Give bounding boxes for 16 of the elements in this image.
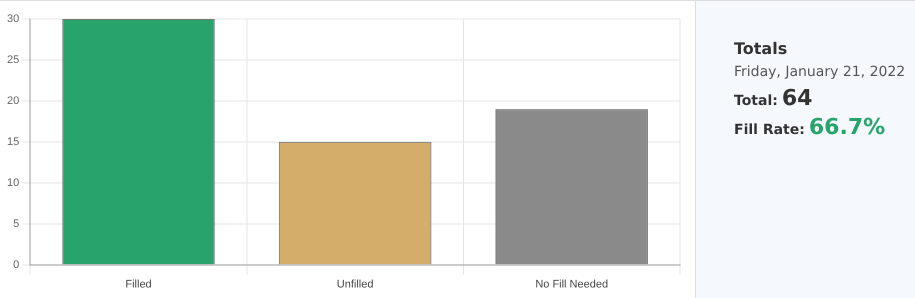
- y-tick-label: 0: [13, 258, 20, 271]
- x-tick-label: No Fill Needed: [535, 278, 608, 290]
- text: Totals: [734, 39, 788, 58]
- y-tick-label: 15: [6, 136, 20, 148]
- text: Friday, January 21, 2022: [734, 64, 906, 80]
- text: 64: [782, 86, 812, 111]
- y-tick-label: 5: [13, 218, 20, 230]
- text: 66.7%: [808, 115, 886, 140]
- x-tick-label: Filled: [125, 278, 152, 290]
- text: Total:: [734, 93, 778, 109]
- y-tick-label: 10: [6, 176, 20, 189]
- y-tick-label: 20: [6, 94, 20, 107]
- x-tick-label: Unfilled: [336, 278, 374, 290]
- text: Fill Rate:: [734, 122, 805, 138]
- y-tick-label: 30: [6, 13, 20, 26]
- y-tick-label: 25: [6, 54, 20, 66]
